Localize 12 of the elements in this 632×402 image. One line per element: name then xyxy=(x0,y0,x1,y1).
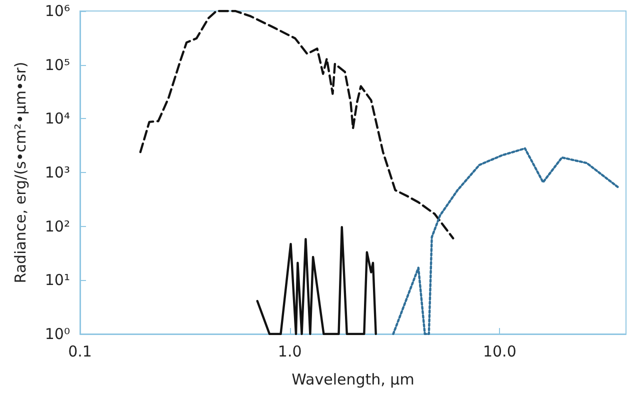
y-tick-label: 10⁴ xyxy=(44,110,70,128)
y-tick-label: 10¹ xyxy=(44,271,70,290)
y-axis-title: Radiance, erg/(s•cm²•μm•sr) xyxy=(12,62,30,284)
y-tick-label: 10⁶ xyxy=(44,2,70,20)
x-axis-title: Wavelength, μm xyxy=(292,370,414,388)
y-tick-label: 10⁵ xyxy=(44,56,70,74)
y-tick-label: 10³ xyxy=(44,164,70,182)
x-tick-label: 0.1 xyxy=(68,342,92,360)
y-tick-label: 10² xyxy=(44,217,70,236)
x-tick-label: 10.0 xyxy=(482,342,516,360)
x-tick-label: 1.0 xyxy=(278,342,302,360)
y-tick-label: 10⁰ xyxy=(44,325,70,343)
